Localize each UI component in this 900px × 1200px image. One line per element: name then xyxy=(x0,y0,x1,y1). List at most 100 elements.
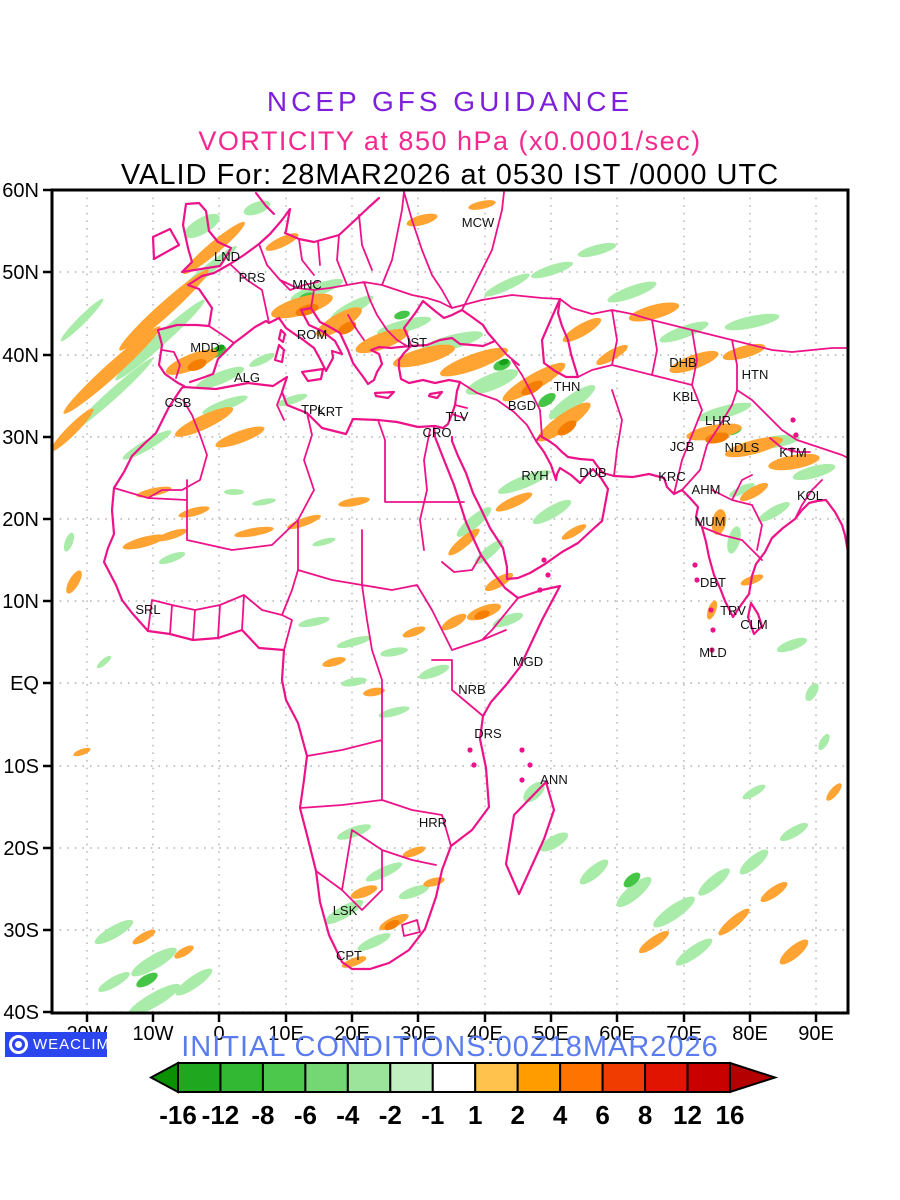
vorticity-blob xyxy=(271,293,333,319)
vorticity-blob xyxy=(792,463,836,481)
vorticity-blob xyxy=(805,682,819,702)
vorticity-shading xyxy=(52,200,842,1013)
colorbar-segment xyxy=(474,1062,519,1093)
lon-tick-label: 20E xyxy=(334,1023,370,1045)
vorticity-blob xyxy=(378,706,410,718)
lon-tick-label: 10W xyxy=(132,1023,173,1045)
vorticity-blob xyxy=(705,432,729,444)
lon-tick-label: 40E xyxy=(467,1023,503,1045)
ring-icon xyxy=(9,1035,28,1054)
city-label-LND: LND xyxy=(214,249,240,264)
vorticity-blob xyxy=(724,313,780,331)
vorticity-blob xyxy=(402,626,426,638)
colorbar-tick-label: -1 xyxy=(421,1100,444,1130)
vorticity-blob xyxy=(122,430,172,460)
lat-tick-label: 40N xyxy=(2,345,39,367)
vorticity-blob xyxy=(384,920,400,930)
colorbar-segment xyxy=(304,1062,349,1093)
colorbar-tick-label: 2 xyxy=(510,1100,524,1130)
city-label-TLV: TLV xyxy=(446,409,469,424)
city-label-ROM: ROM xyxy=(297,327,327,342)
city-label-PRS: PRS xyxy=(239,270,266,285)
city-label-KTM: KTM xyxy=(779,445,806,460)
vorticity-blob xyxy=(628,302,680,322)
vorticity-blob xyxy=(696,402,752,422)
city-label-JCB: JCB xyxy=(670,439,695,454)
vorticity-blob xyxy=(577,242,617,258)
lon-tick-label: 90E xyxy=(798,1023,834,1045)
city-label-LHR: LHR xyxy=(705,413,731,428)
vorticity-blob xyxy=(357,933,391,951)
colorbar-segment xyxy=(177,1062,222,1093)
island-dot xyxy=(537,587,543,593)
vorticity-blob xyxy=(174,945,194,959)
vorticity-blob xyxy=(136,972,158,988)
vorticity-blob xyxy=(531,261,573,279)
vorticity-blob xyxy=(596,345,628,365)
colorbar-segment xyxy=(219,1062,264,1093)
vorticity-blob xyxy=(474,610,490,620)
vorticity-blob xyxy=(521,380,543,396)
city-label-MDD: MDD xyxy=(190,340,220,355)
vorticity-blob xyxy=(653,896,695,928)
vorticity-blob xyxy=(234,526,274,538)
city-label-BGD: BGD xyxy=(508,398,536,413)
lon-tick-label: 50E xyxy=(533,1023,569,1045)
vorticity-blob xyxy=(215,344,225,352)
island-dot xyxy=(471,762,477,768)
lat-tick-label: 10N xyxy=(2,591,39,613)
vorticity-blob xyxy=(136,486,172,498)
lon-tick-label: 70E xyxy=(666,1023,702,1045)
vorticity-blob xyxy=(132,929,156,945)
colorbar-right-arrow xyxy=(728,1061,779,1094)
vorticity-blob xyxy=(418,664,450,680)
lat-tick-label: 10S xyxy=(3,756,39,778)
island-dot xyxy=(545,572,551,578)
vorticity-blob xyxy=(607,281,657,303)
vorticity-blob xyxy=(394,310,410,320)
vorticity-blob xyxy=(742,784,766,800)
vorticity-blob xyxy=(52,408,94,452)
vorticity-blob xyxy=(265,233,299,251)
island-dot xyxy=(519,777,525,783)
city-label-IST: IST xyxy=(407,335,427,350)
city-label-KBL: KBL xyxy=(673,389,698,404)
vorticity-blob xyxy=(686,423,742,441)
colorbar: -16 -12 -8 -6 -4 -2 -1 1 2 4 6 8 12 16 xyxy=(148,1061,779,1130)
vorticity-blob xyxy=(465,369,519,395)
vorticity-blob xyxy=(175,968,213,996)
lon-tick-label: 80E xyxy=(732,1023,768,1045)
lat-tick-label: 40S xyxy=(3,1002,39,1024)
vorticity-blob xyxy=(363,687,385,697)
lat-tick-label: 20S xyxy=(3,838,39,860)
colorbar-tick-label: -8 xyxy=(251,1100,274,1130)
vorticity-blob xyxy=(659,321,709,343)
vorticity-blob xyxy=(158,551,186,565)
vorticity-blob xyxy=(316,307,362,337)
vorticity-blob xyxy=(63,532,75,552)
island-dot xyxy=(790,417,796,423)
city-label-SRL: SRL xyxy=(135,602,160,617)
vorticity-blob xyxy=(249,353,275,367)
vorticity-blob xyxy=(675,938,713,966)
vorticity-blob xyxy=(94,919,134,945)
city-label-NDLS: NDLS xyxy=(725,440,760,455)
vorticity-blob xyxy=(669,350,719,374)
colorbar-segment xyxy=(261,1062,307,1093)
island-dot xyxy=(519,747,525,753)
vorticity-blob xyxy=(698,868,730,896)
vorticity-blob xyxy=(623,872,641,888)
island-dot xyxy=(708,607,714,613)
vorticity-blob xyxy=(758,502,790,522)
city-label-KOL: KOL xyxy=(797,488,823,503)
vorticity-blob xyxy=(96,655,112,669)
colorbar-segment xyxy=(686,1062,731,1093)
vorticity-blob xyxy=(98,972,130,992)
island-dot xyxy=(793,432,799,438)
island-dot xyxy=(467,747,473,753)
city-label-KRT: KRT xyxy=(317,404,343,419)
vorticity-blob xyxy=(355,328,409,354)
vorticity-blob xyxy=(60,298,104,342)
island-dot xyxy=(710,627,716,633)
